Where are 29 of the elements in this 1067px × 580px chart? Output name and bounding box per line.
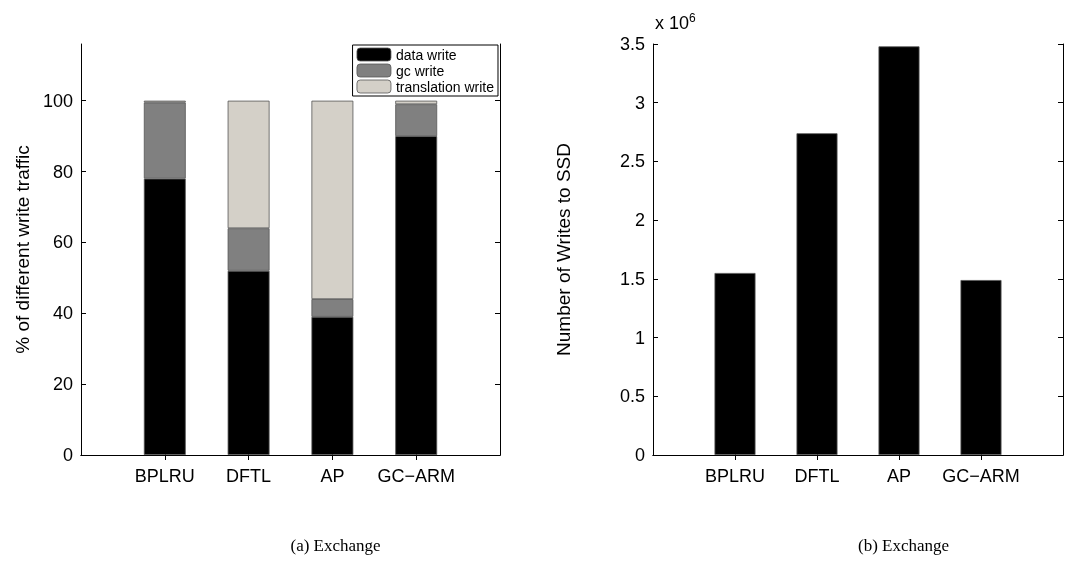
- y-axis-title: % of different write traffic: [12, 145, 34, 354]
- y-tick-label: 1.5: [619, 268, 645, 289]
- y-tick-label: 2: [634, 210, 645, 231]
- y-tick-label: 100: [42, 90, 73, 111]
- legend-label: data write: [395, 46, 457, 63]
- y-tick-label: 80: [52, 161, 73, 182]
- y-tick-label: 1: [634, 327, 645, 348]
- x-tick-label: BPLRU: [134, 466, 195, 486]
- y-tick-label: 20: [52, 374, 73, 395]
- text: (a) Exchange: [290, 536, 381, 555]
- legend-label: gc write: [395, 62, 445, 79]
- x-tick-label: BPLRU: [704, 466, 766, 486]
- text: (b) Exchange: [858, 536, 950, 555]
- y-tick-label: 0: [62, 445, 73, 465]
- x-tick-label: AP: [886, 466, 912, 486]
- x-tick-label: GC−ARM: [377, 466, 455, 486]
- y-tick-label: 3: [634, 92, 645, 113]
- y-tick-label: 2.5: [619, 151, 645, 172]
- y-axis-title: Number of Writes to SSD: [553, 143, 574, 356]
- y-tick-label: 0: [634, 445, 645, 465]
- x-tick-label: AP: [320, 466, 345, 486]
- y-tick-label: 40: [52, 303, 73, 324]
- x-tick-label: GC−ARM: [942, 466, 1020, 486]
- y-tick-label: 0.5: [619, 386, 645, 407]
- y-tick-label: 3.5: [619, 34, 645, 54]
- legend-label: translation write: [395, 78, 495, 95]
- y-tick-label: 60: [52, 232, 73, 253]
- x-tick-label: DFTL: [794, 466, 840, 486]
- x-tick-label: DFTL: [226, 466, 272, 486]
